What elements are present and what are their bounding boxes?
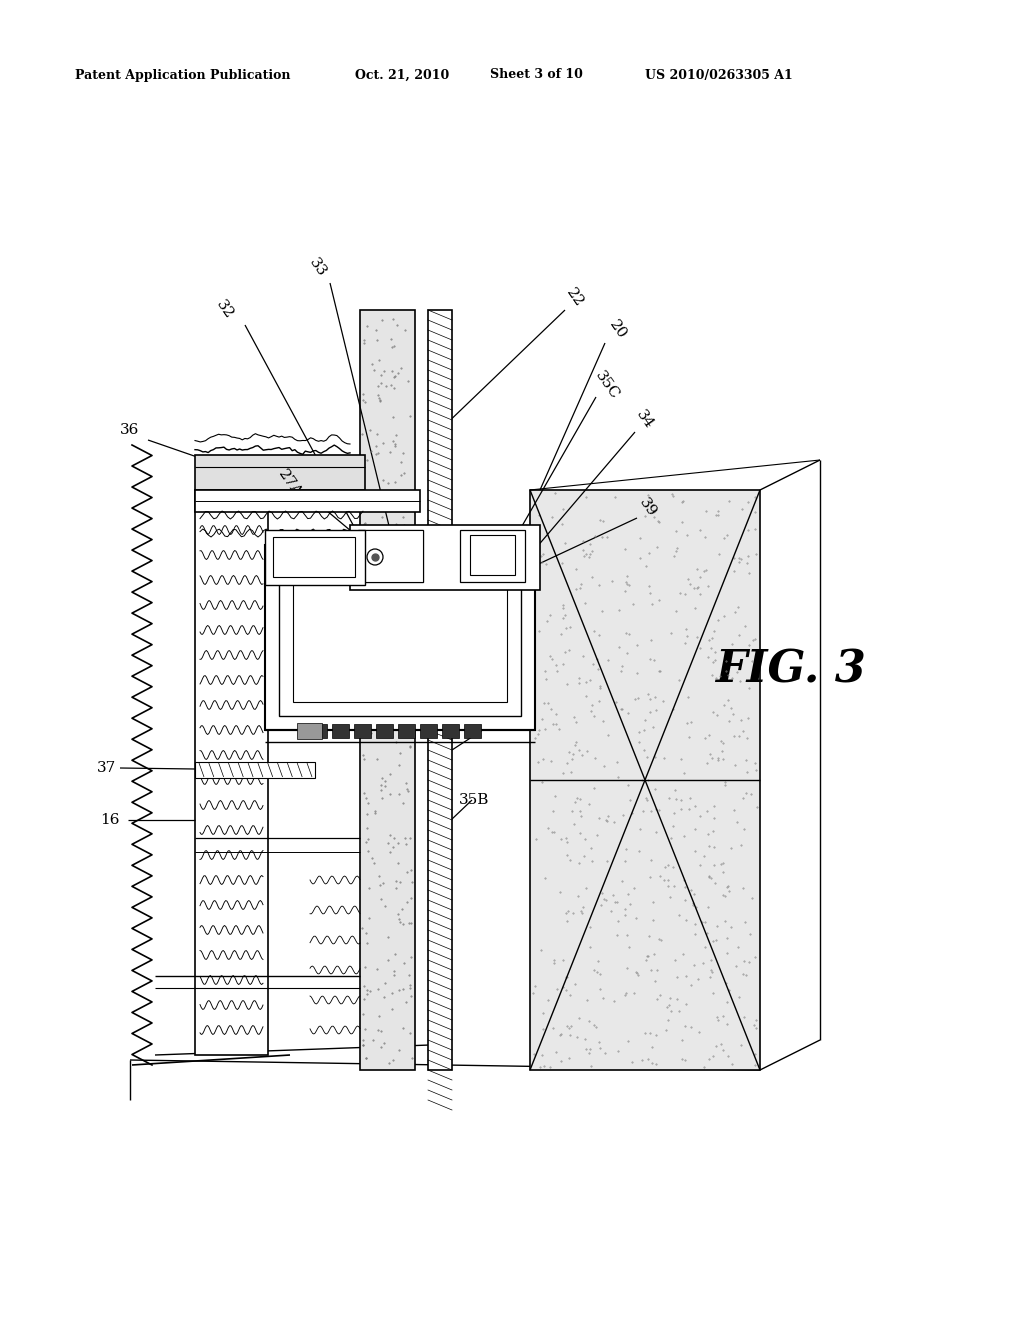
Bar <box>195 762 315 777</box>
Text: 20: 20 <box>606 318 630 342</box>
Text: FIG. 3: FIG. 3 <box>715 648 866 692</box>
Bar <box>398 723 415 738</box>
Text: 27A/B: 27A/B <box>275 467 314 513</box>
Text: 34: 34 <box>634 408 656 432</box>
Bar <box>293 573 507 702</box>
Bar <box>279 558 521 715</box>
Text: 22: 22 <box>563 286 587 310</box>
Bar <box>420 723 437 738</box>
Text: US 2010/0263305 A1: US 2010/0263305 A1 <box>645 69 793 82</box>
Bar <box>265 531 365 585</box>
Bar <box>354 723 371 738</box>
Text: Patent Application Publication: Patent Application Publication <box>75 69 291 82</box>
Bar <box>297 723 322 739</box>
Bar <box>376 723 393 738</box>
Bar <box>360 310 415 1071</box>
Bar <box>310 723 327 738</box>
Bar <box>442 723 459 738</box>
Bar <box>428 310 452 1071</box>
Bar <box>358 531 423 582</box>
Bar <box>358 531 423 582</box>
Text: Oct. 21, 2010: Oct. 21, 2010 <box>355 69 450 82</box>
Bar <box>464 723 481 738</box>
Bar <box>195 455 365 490</box>
Bar <box>350 525 540 590</box>
Text: 37: 37 <box>97 762 117 775</box>
Text: 35C: 35C <box>593 368 622 401</box>
Text: 16: 16 <box>100 813 120 828</box>
Text: Sheet 3 of 10: Sheet 3 of 10 <box>490 69 583 82</box>
Bar <box>332 723 349 738</box>
Text: 32: 32 <box>214 298 237 322</box>
Text: 36: 36 <box>120 422 139 437</box>
Text: 35B: 35B <box>459 793 489 807</box>
Text: 39: 39 <box>637 496 659 520</box>
Text: 35A: 35A <box>485 713 515 727</box>
Bar <box>195 490 268 1055</box>
Bar <box>265 545 535 730</box>
Bar <box>273 537 355 577</box>
Bar <box>460 531 525 582</box>
Bar <box>530 490 760 1071</box>
Bar <box>470 535 515 576</box>
Text: 33: 33 <box>307 256 330 280</box>
Bar <box>195 490 420 512</box>
